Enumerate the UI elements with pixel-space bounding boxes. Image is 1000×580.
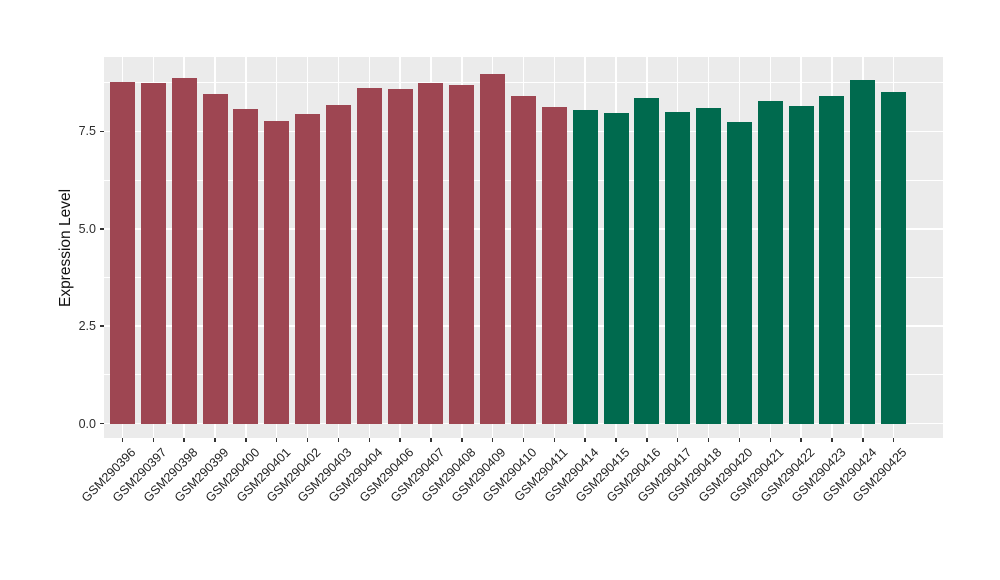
bar-GSM290422 bbox=[788, 105, 814, 424]
x-tick-mark bbox=[368, 438, 371, 442]
y-tick-mark bbox=[100, 130, 104, 133]
bar-GSM290404 bbox=[356, 87, 382, 424]
x-tick-mark bbox=[183, 438, 185, 442]
x-tick-mark bbox=[584, 438, 586, 442]
bar-GSM290406 bbox=[387, 88, 413, 424]
y-major-gridline bbox=[104, 422, 943, 425]
bar-GSM290416 bbox=[634, 97, 660, 424]
x-tick-mark bbox=[152, 438, 155, 442]
y-axis-title: Expression Level bbox=[57, 188, 74, 307]
bar-GSM290423 bbox=[819, 95, 845, 424]
bar-GSM290417 bbox=[665, 111, 691, 424]
x-tick-mark bbox=[214, 438, 216, 442]
bar-GSM290408 bbox=[449, 84, 475, 424]
bar-GSM290403 bbox=[325, 104, 351, 424]
x-tick-mark bbox=[831, 438, 833, 442]
x-tick-mark bbox=[275, 438, 278, 442]
x-tick-mark bbox=[646, 438, 648, 442]
bar-GSM290425 bbox=[881, 92, 907, 424]
x-tick-mark bbox=[769, 438, 771, 442]
x-tick-mark bbox=[707, 438, 710, 442]
x-tick-mark bbox=[337, 438, 340, 442]
bar-GSM290414 bbox=[572, 109, 598, 424]
y-tick-label: 0.0 bbox=[78, 416, 96, 431]
x-tick-mark bbox=[615, 438, 617, 442]
x-tick-mark bbox=[430, 438, 432, 442]
x-tick-mark bbox=[306, 438, 309, 442]
bar-GSM290410 bbox=[511, 96, 536, 424]
y-minor-gridline bbox=[104, 82, 943, 84]
x-tick-mark bbox=[800, 438, 802, 442]
y-tick-label: 2.5 bbox=[78, 319, 96, 334]
bar-GSM290398 bbox=[171, 78, 197, 424]
bar-GSM290409 bbox=[480, 74, 506, 424]
x-tick-mark bbox=[676, 438, 679, 442]
bar-GSM290400 bbox=[233, 108, 259, 424]
x-tick-mark bbox=[245, 438, 247, 442]
bar-GSM290402 bbox=[295, 114, 321, 424]
x-tick-mark bbox=[553, 438, 556, 442]
x-tick-mark bbox=[461, 438, 463, 442]
y-tick-label: 5.0 bbox=[78, 221, 96, 236]
x-tick-mark bbox=[522, 438, 525, 442]
bar-GSM290401 bbox=[264, 120, 290, 424]
x-tick-mark bbox=[862, 438, 864, 442]
bar-GSM290411 bbox=[541, 106, 567, 424]
y-tick-mark bbox=[100, 422, 104, 425]
x-tick-mark bbox=[491, 438, 494, 442]
bar-GSM290424 bbox=[850, 79, 876, 424]
x-tick-mark bbox=[892, 438, 895, 442]
bar-GSM290397 bbox=[140, 82, 166, 424]
x-tick-mark bbox=[121, 438, 124, 442]
bar-GSM290399 bbox=[202, 94, 228, 424]
y-tick-label: 7.5 bbox=[78, 124, 96, 139]
bar-GSM290420 bbox=[726, 121, 752, 424]
bar-GSM290396 bbox=[110, 81, 135, 424]
y-tick-mark bbox=[100, 325, 104, 327]
bar-GSM290415 bbox=[603, 112, 629, 424]
bar-GSM290418 bbox=[696, 108, 722, 424]
bar-GSM290407 bbox=[418, 82, 444, 424]
x-tick-mark bbox=[738, 438, 741, 442]
bar-GSM290421 bbox=[757, 101, 783, 424]
y-tick-mark bbox=[100, 228, 104, 230]
plot-panel bbox=[104, 57, 943, 438]
x-tick-mark bbox=[399, 438, 401, 442]
